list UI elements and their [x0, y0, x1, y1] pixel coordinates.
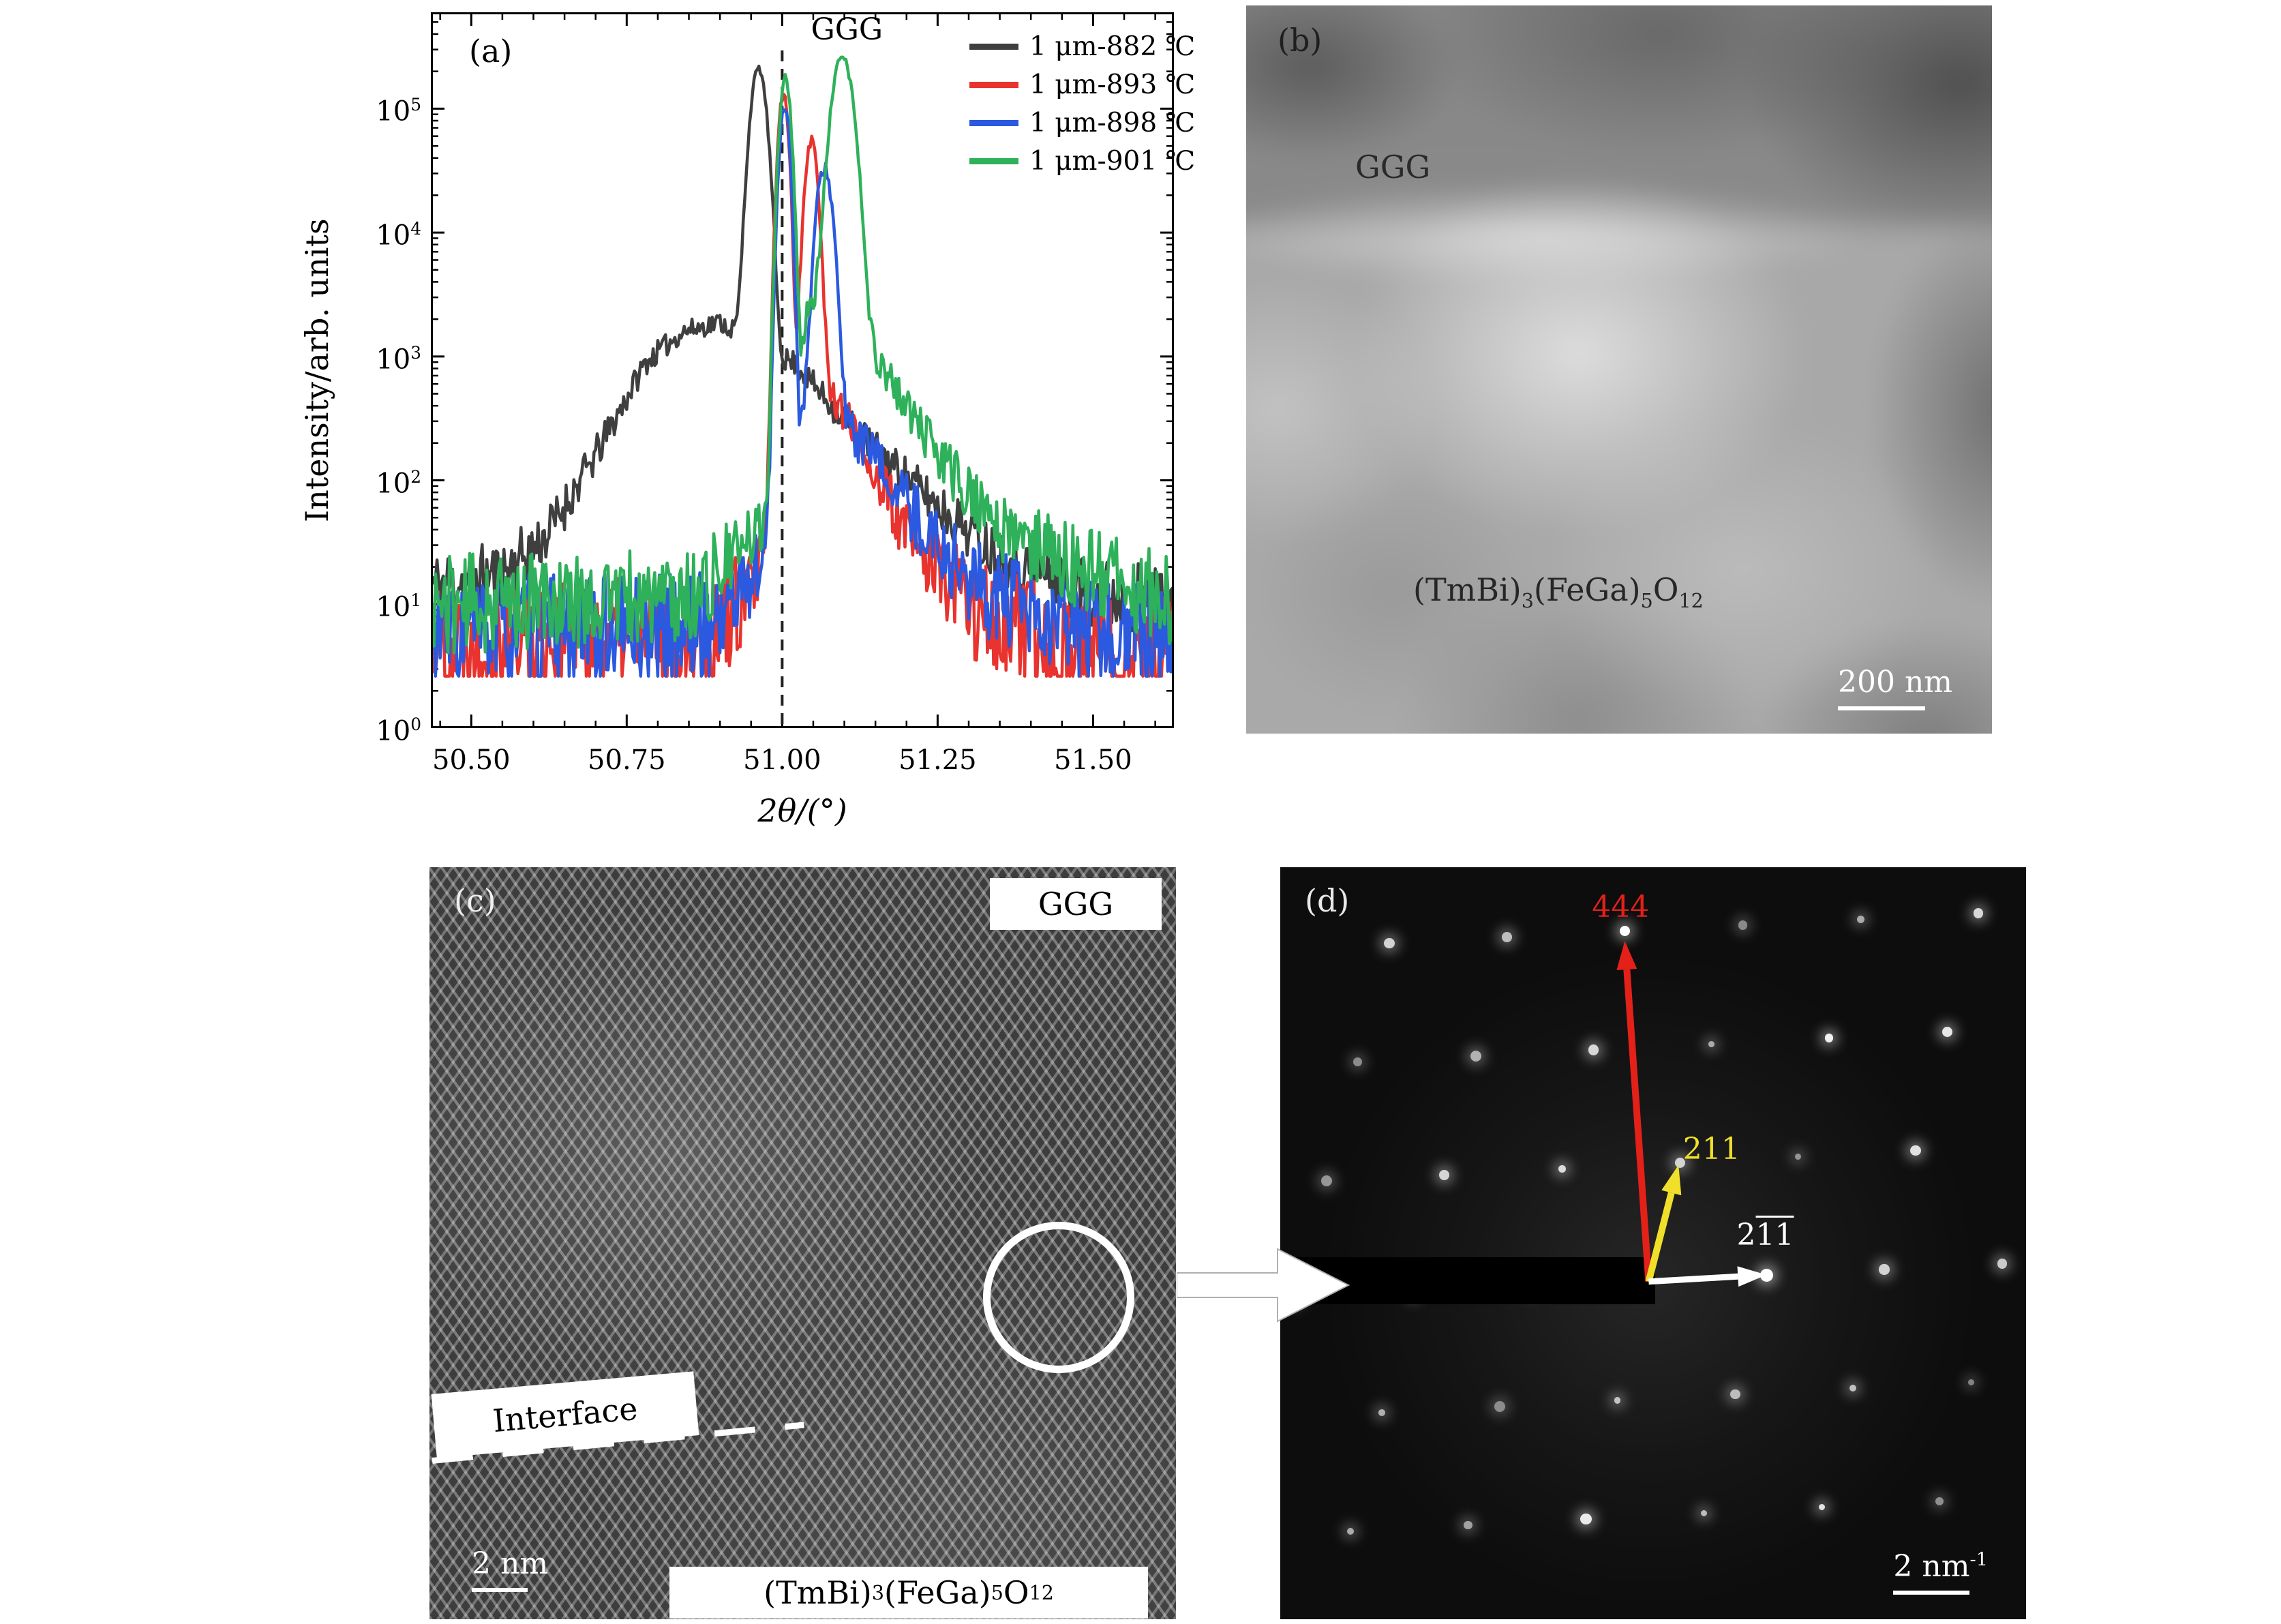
afm-surface-texture: [1246, 5, 1992, 734]
panel-a-xrd-chart: Intensity/arb. units 100 101 102 103 104 105 …: [293, 0, 1207, 839]
diffraction-spot: [1708, 1040, 1714, 1047]
diffraction-spot: [1759, 1269, 1773, 1282]
scale-bar-text: 2 nm-1: [1893, 1549, 1988, 1584]
diffraction-vector-arrowhead: [1737, 1266, 1767, 1287]
diffraction-vectors: [1616, 941, 1767, 1287]
xrd-plot: [431, 12, 1174, 728]
y-axis-tick-label: 105: [376, 95, 421, 127]
panel-d-tag: (d): [1305, 882, 1350, 919]
diffraction-vector-arrow: [1623, 969, 1652, 1282]
scale-bar-c: 2 nm: [472, 1546, 548, 1592]
diffraction-vector-arrow: [1645, 1192, 1675, 1282]
y-axis-tick-label: 103: [376, 342, 421, 376]
diffraction-vector-arrowhead: [1661, 1164, 1682, 1196]
xrd-curve: [431, 92, 1174, 678]
diffraction-spot: [1935, 1497, 1944, 1505]
diffraction-spot: [1494, 1400, 1505, 1412]
diffraction-spots-layer: [1280, 867, 2026, 1619]
scale-bar-b: 200 nm: [1837, 665, 1952, 710]
diffraction-vector-arrowhead: [1616, 941, 1637, 971]
diffraction-spot: [1674, 1157, 1686, 1169]
diffraction-spot: [1464, 1520, 1472, 1530]
x-axis-tick-label: 51.25: [898, 745, 977, 776]
selected-area-circle: [983, 1222, 1134, 1373]
xrd-curve: [431, 55, 1174, 655]
x-axis-tick-label: 50.50: [432, 745, 511, 776]
diffraction-spot: [1619, 926, 1630, 937]
panel-link-arrow: [1177, 1248, 1350, 1323]
diffraction-vector-arrow: [1648, 1273, 1738, 1285]
diffraction-spot: [1614, 1397, 1621, 1404]
panel-c-hrtem-image: (c) GGG Interface (TmBi) 3 (FeGa) 5 O 12 2 nm: [429, 867, 1176, 1619]
diffraction-spot: [1738, 920, 1747, 930]
diffraction-spot: [1378, 1409, 1385, 1416]
panel-c-tag: (c): [454, 882, 496, 919]
beam-stop-shadow: [1280, 1257, 1656, 1304]
panel-link-arrow-shape: [1177, 1248, 1350, 1323]
x-axis-label: 2θ/(°): [757, 792, 847, 829]
diffraction-spot: [1502, 932, 1512, 942]
diffraction-spot: [1353, 1057, 1363, 1067]
diffraction-spot: [1730, 1389, 1740, 1400]
diffraction-spot: [1856, 915, 1864, 923]
scale-bar-line: [1893, 1591, 1970, 1595]
y-axis-tick-label: 104: [376, 219, 421, 252]
diffraction-index-label: 444: [1592, 890, 1650, 925]
panel-b-afm-image: (b) GGG (TmBi)3(FeGa)5O12 200 nm: [1246, 5, 1992, 734]
diffraction-spot: [1470, 1050, 1481, 1062]
xrd-curve: [431, 108, 1174, 678]
y-axis-label: Intensity/arb. units: [299, 218, 335, 522]
diffraction-spot: [1794, 1154, 1801, 1160]
x-axis-tick-label: 51.50: [1054, 745, 1132, 776]
xrd-curve: [431, 64, 1174, 643]
material-label: (TmBi)3(FeGa)5O12: [1413, 571, 1704, 613]
diffraction-spot: [1439, 1169, 1450, 1180]
scale-bar-text: 200 nm: [1837, 665, 1952, 700]
panel-d-diffraction-pattern: (d) 2 nm-1 444 211 211: [1280, 867, 2026, 1619]
diffraction-spot: [1558, 1165, 1566, 1173]
diffraction-spot: [1588, 1044, 1599, 1055]
x-axis-tick-labels: 50.50 50.75 51.00 51.25 51.50: [431, 745, 1174, 785]
panel-b-tag: (b): [1278, 22, 1323, 59]
substrate-region-label: GGG: [990, 878, 1162, 930]
y-axis-tick-label: 100: [376, 715, 421, 747]
scale-bar-line: [1837, 706, 1925, 710]
diffraction-spot: [1700, 1509, 1708, 1517]
y-axis-tick-label: 101: [376, 590, 421, 623]
diffraction-spot: [1910, 1145, 1921, 1156]
diffraction-index-label: 211: [1682, 1132, 1740, 1167]
y-axis-tick-labels: 100 101 102 103 104 105: [341, 12, 425, 746]
diffraction-spot: [1942, 1027, 1952, 1038]
diffraction-spot: [1997, 1259, 2008, 1269]
y-axis-tick-label: 102: [376, 466, 421, 499]
x-axis-tick-label: 50.75: [588, 745, 666, 776]
scale-bar-text: 2 nm: [472, 1546, 549, 1581]
scale-bar-line: [472, 1588, 528, 1592]
plot-frame: [431, 12, 1174, 728]
x-axis-tick-label: 51.00: [743, 745, 821, 776]
diffraction-spot: [1973, 907, 1984, 918]
diffraction-spot: [1818, 1504, 1825, 1511]
scale-bar-d: 2 nm-1: [1893, 1549, 1988, 1595]
diffraction-spot: [1879, 1264, 1890, 1275]
diffraction-spot: [1967, 1379, 1974, 1386]
diffraction-spot: [1849, 1385, 1857, 1392]
diffraction-spot: [1580, 1514, 1592, 1525]
diffraction-spot: [1383, 937, 1395, 949]
diffraction-spot: [1346, 1527, 1354, 1535]
diffraction-index-label: 211: [1736, 1217, 1794, 1252]
diffraction-spot: [1825, 1034, 1834, 1042]
diffraction-spot: [1320, 1175, 1332, 1186]
substrate-region-label: GGG: [1355, 149, 1431, 185]
